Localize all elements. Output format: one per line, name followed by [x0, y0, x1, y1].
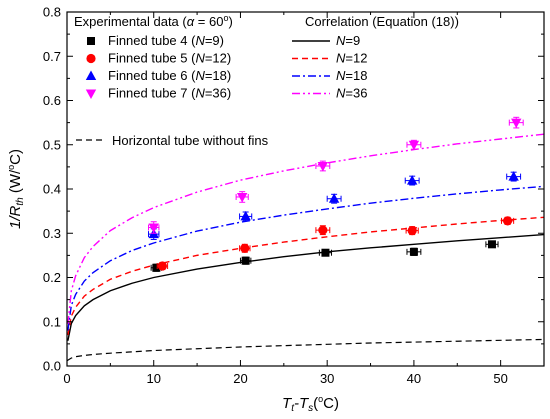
- x-tick-label: 20: [233, 371, 247, 386]
- data-point-s2-p1: [156, 261, 169, 271]
- x-tick-label: 10: [146, 371, 160, 386]
- y-tick-label: 0.4: [43, 182, 61, 197]
- legend-marker-4: [85, 89, 97, 99]
- marker: [241, 256, 250, 265]
- legend-correlation-title: Correlation (Equation (18)): [305, 14, 459, 29]
- correlation-line-3: [67, 185, 544, 331]
- y-tick-label: 0.8: [43, 5, 61, 20]
- legend-reference-label: Horizontal tube without fins: [112, 133, 269, 148]
- marker: [157, 261, 167, 271]
- data-point-s3-p5: [506, 171, 522, 182]
- plot-area: [67, 116, 544, 362]
- y-tick-label: 0.5: [43, 137, 61, 152]
- marker: [406, 175, 418, 185]
- legend-experimental-label-4: Finned tube 7 (N=36): [108, 86, 231, 101]
- legend-experimental-label-3: Finned tube 6 (N=18): [108, 68, 231, 83]
- legend-experimental-label-2: Finned tube 5 (N=12): [108, 51, 231, 66]
- correlation-line-1: [67, 233, 544, 341]
- marker: [502, 216, 513, 226]
- marker: [152, 263, 161, 272]
- x-tick-label: 50: [493, 371, 507, 386]
- correlation-line-2: [67, 216, 544, 336]
- y-tick-label: 0.0: [43, 359, 61, 374]
- data-point-s3-p3: [326, 193, 342, 204]
- marker: [240, 210, 251, 221]
- legend: Experimental data (α = 60o) Finned tube 4…: [74, 13, 459, 148]
- marker: [321, 248, 330, 257]
- marker: [240, 243, 250, 253]
- axes: 0 10 20 30 40 50 0.0 0.1 0.2 0.3 0.4 0.5 0.6 0.7 0.8 Tt…: [6, 5, 545, 414]
- legend-experimental-title: Experimental data (α = 60o): [74, 13, 233, 29]
- data-point-s3-p2: [239, 210, 253, 222]
- y-tick-label: 0.2: [43, 270, 61, 285]
- marker: [511, 118, 522, 129]
- data-point-s4-p5: [508, 116, 524, 129]
- data-point-s4-p1: [148, 221, 160, 234]
- marker: [328, 193, 340, 203]
- y-tick-label: 0.6: [43, 93, 61, 108]
- x-tick-label: 0: [63, 371, 70, 386]
- marker: [236, 192, 248, 203]
- legend-experimental-label-1: Finned tube 4 (N=9): [108, 33, 224, 48]
- marker: [317, 161, 329, 172]
- legend-correlation-label-2: N=12: [336, 51, 367, 66]
- marker: [148, 223, 159, 233]
- data-point-s1-p2: [239, 256, 252, 265]
- reference-line: [67, 338, 544, 362]
- y-axis-title: 1/Rth (W/oC): [6, 149, 26, 229]
- marker: [318, 225, 328, 235]
- data-point-s1-p5: [485, 240, 499, 249]
- data-point-s2-p2: [239, 243, 251, 253]
- data-point-s2-p5: [501, 216, 515, 226]
- marker: [409, 247, 418, 256]
- marker: [508, 171, 519, 181]
- x-axis-title: Tt-Ts(oC): [282, 394, 339, 414]
- data-point-s4-p2: [235, 191, 249, 203]
- data-point-s4-p4: [406, 139, 422, 151]
- y-tick-label: 0.1: [43, 314, 61, 329]
- data-point-s3-p4: [404, 175, 420, 186]
- data-point-s1-p3: [318, 248, 333, 257]
- legend-correlation-label-4: N=36: [336, 86, 367, 101]
- legend-marker-2: [86, 53, 96, 64]
- correlation-line-4: [67, 133, 544, 325]
- marker: [408, 140, 420, 151]
- legend-marker-1: [87, 37, 95, 45]
- legend-correlation-label-3: N=18: [336, 68, 367, 83]
- x-tick-label: 40: [407, 371, 421, 386]
- marker: [487, 240, 496, 249]
- data-point-s2-p3: [315, 225, 331, 236]
- data-point-s2-p4: [405, 225, 419, 236]
- y-tick-label: 0.7: [43, 49, 61, 64]
- legend-correlation-label-1: N=9: [336, 33, 360, 48]
- legend-marker-3: [85, 70, 97, 80]
- data-point-s1-p4: [406, 247, 422, 256]
- data-point-s4-p3: [315, 160, 331, 172]
- y-tick-label: 0.3: [43, 226, 61, 241]
- x-tick-label: 30: [320, 371, 334, 386]
- marker: [407, 225, 417, 236]
